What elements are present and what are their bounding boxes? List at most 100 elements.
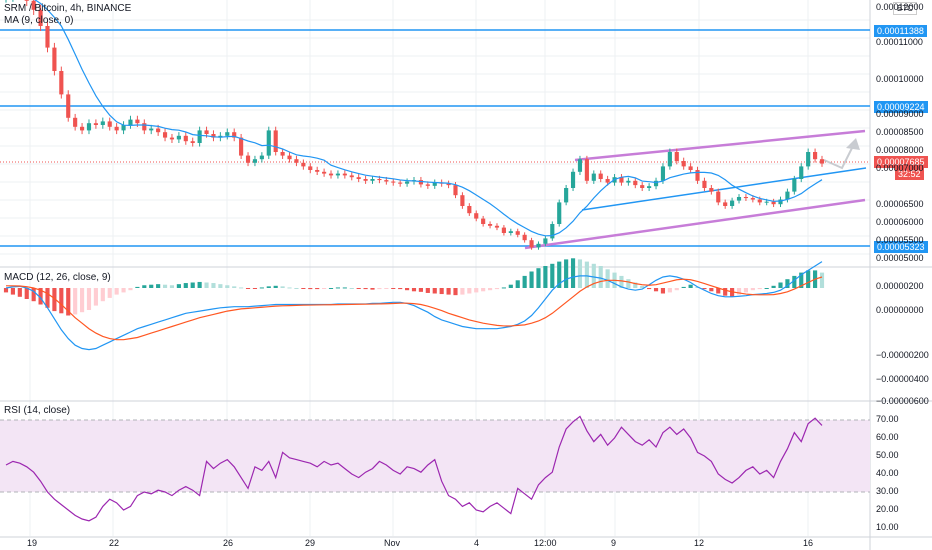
candle-body	[564, 188, 569, 203]
candle-body	[764, 201, 769, 203]
macd-bar	[156, 284, 161, 288]
time-tick-label: 9	[611, 538, 617, 548]
candle-body	[342, 173, 347, 176]
macd-legend[interactable]: MACD (12, 26, close, 9)	[4, 272, 111, 283]
projection-arrow-head	[846, 138, 860, 150]
rsi-band	[0, 419, 870, 493]
macd-bar	[411, 288, 417, 292]
candle-body	[674, 152, 679, 161]
rsi-pane	[5, 415, 823, 522]
macd-bar	[501, 287, 506, 289]
macd-tick-label: −0.00000200	[876, 350, 929, 360]
candle-body	[577, 159, 583, 172]
candle-body	[398, 182, 403, 184]
time-tick-label: 22	[109, 538, 120, 548]
macd-bar	[605, 269, 610, 288]
macd-bar	[398, 288, 403, 290]
candle-body	[190, 141, 195, 143]
candle-body	[335, 173, 341, 176]
candle-body	[529, 240, 534, 248]
countdown-tag: 32:52	[895, 168, 924, 180]
price-tick-label: 0.00007000	[876, 163, 924, 173]
candle-body	[114, 126, 119, 131]
candle-body	[169, 137, 175, 140]
candle-body	[79, 126, 85, 131]
macd-bar	[73, 288, 78, 315]
macd-tick-label: −0.00000400	[876, 374, 929, 384]
macd-bar	[266, 286, 271, 288]
candle-body	[183, 135, 188, 142]
candle-body	[24, 0, 29, 1]
ma-polyline	[34, 0, 823, 237]
candle-body	[418, 180, 423, 185]
time-tick-label: Nov	[384, 538, 401, 548]
currency-badge[interactable]: BTC	[893, 2, 917, 15]
candle-body	[328, 173, 334, 176]
candle-body	[142, 123, 147, 131]
macd-bar	[252, 288, 258, 289]
macd-bar	[17, 288, 22, 297]
candle-body	[633, 180, 638, 186]
candle-body	[93, 123, 98, 125]
macd-bar	[522, 275, 527, 288]
time-tick-label: 12	[694, 538, 705, 548]
macd-bar	[515, 280, 520, 288]
macd-bar	[377, 288, 382, 290]
macd-bar	[280, 286, 285, 288]
candle-body	[121, 125, 126, 131]
macd-tick-label: −0.00000600	[876, 396, 929, 406]
macd-bar	[626, 279, 631, 288]
time-tick-label: 12:00	[534, 538, 557, 548]
candle-body	[619, 177, 624, 183]
macd-bar	[162, 284, 168, 288]
macd-bar	[633, 282, 638, 288]
macd-bar	[508, 284, 513, 288]
candle-body	[688, 166, 693, 170]
macd-bar	[204, 282, 209, 288]
macd-bar	[647, 288, 652, 290]
candle-body	[252, 159, 258, 163]
candle-body	[225, 132, 230, 136]
macd-bar	[743, 288, 749, 293]
ma-legend[interactable]: MA (9, close, 0)	[4, 15, 74, 26]
macd-bar	[709, 288, 714, 292]
signal-line	[6, 276, 823, 341]
macd-bar	[384, 288, 389, 289]
candle-body	[460, 195, 465, 206]
rsi-tick-label: 70.00	[876, 414, 899, 424]
candle-body	[591, 173, 596, 181]
macd-bar	[474, 288, 479, 293]
candle-body	[197, 130, 202, 143]
macd-bar	[564, 259, 569, 288]
candle-body	[626, 180, 631, 183]
macd-bar	[176, 284, 181, 288]
macd-bar	[349, 288, 354, 289]
time-tick-label: 19	[27, 538, 38, 548]
macd-bar	[24, 288, 29, 299]
macd-bar	[135, 286, 140, 288]
macd-bar	[577, 259, 583, 288]
candle-body	[232, 132, 237, 138]
macd-bar	[142, 285, 147, 288]
candle-body	[162, 132, 168, 138]
candle-body	[660, 166, 666, 181]
candle-body	[322, 171, 327, 174]
price-tick-label: 0.00010000	[876, 74, 924, 84]
macd-bar	[259, 287, 264, 289]
price-tick-label: 0.00008000	[876, 145, 924, 155]
candle-body	[799, 166, 804, 179]
macd-bar	[439, 288, 444, 295]
candle-body	[204, 130, 209, 134]
candle-body	[73, 117, 78, 127]
macd-bar	[169, 285, 175, 288]
symbol-legend[interactable]: SRM / Bitcoin, 4h, BINANCE	[4, 3, 132, 14]
macd-bar	[149, 284, 154, 288]
candle-body	[301, 162, 306, 167]
price-tick-label: 0.00005500	[876, 235, 924, 245]
macd-bar	[114, 288, 119, 295]
candle-body	[370, 179, 375, 181]
rsi-legend[interactable]: RSI (14, close)	[4, 405, 71, 416]
candle-body	[156, 128, 161, 133]
last-price-tag: 0.00007685	[874, 156, 928, 168]
